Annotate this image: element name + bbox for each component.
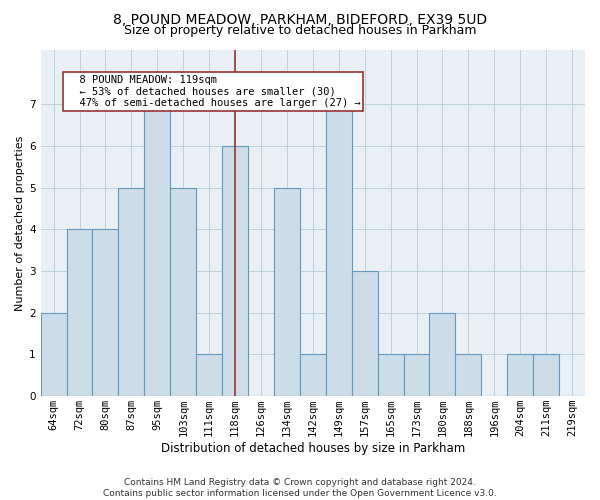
- Bar: [455, 354, 481, 396]
- Y-axis label: Number of detached properties: Number of detached properties: [15, 136, 25, 311]
- Bar: [92, 230, 118, 396]
- Bar: [222, 146, 248, 396]
- Bar: [274, 188, 300, 396]
- Bar: [145, 104, 170, 396]
- Bar: [300, 354, 326, 396]
- Text: Size of property relative to detached houses in Parkham: Size of property relative to detached ho…: [124, 24, 476, 37]
- Bar: [533, 354, 559, 396]
- X-axis label: Distribution of detached houses by size in Parkham: Distribution of detached houses by size …: [161, 442, 465, 455]
- Bar: [430, 313, 455, 396]
- Bar: [507, 354, 533, 396]
- Bar: [377, 354, 404, 396]
- Bar: [326, 104, 352, 396]
- Bar: [196, 354, 222, 396]
- Bar: [118, 188, 145, 396]
- Bar: [170, 188, 196, 396]
- Bar: [41, 313, 67, 396]
- Text: Contains HM Land Registry data © Crown copyright and database right 2024.
Contai: Contains HM Land Registry data © Crown c…: [103, 478, 497, 498]
- Text: 8, POUND MEADOW, PARKHAM, BIDEFORD, EX39 5UD: 8, POUND MEADOW, PARKHAM, BIDEFORD, EX39…: [113, 12, 487, 26]
- Bar: [67, 230, 92, 396]
- Bar: [404, 354, 430, 396]
- Text: 8 POUND MEADOW: 119sqm
  ← 53% of detached houses are smaller (30)
  47% of semi: 8 POUND MEADOW: 119sqm ← 53% of detached…: [67, 75, 361, 108]
- Bar: [352, 271, 377, 396]
